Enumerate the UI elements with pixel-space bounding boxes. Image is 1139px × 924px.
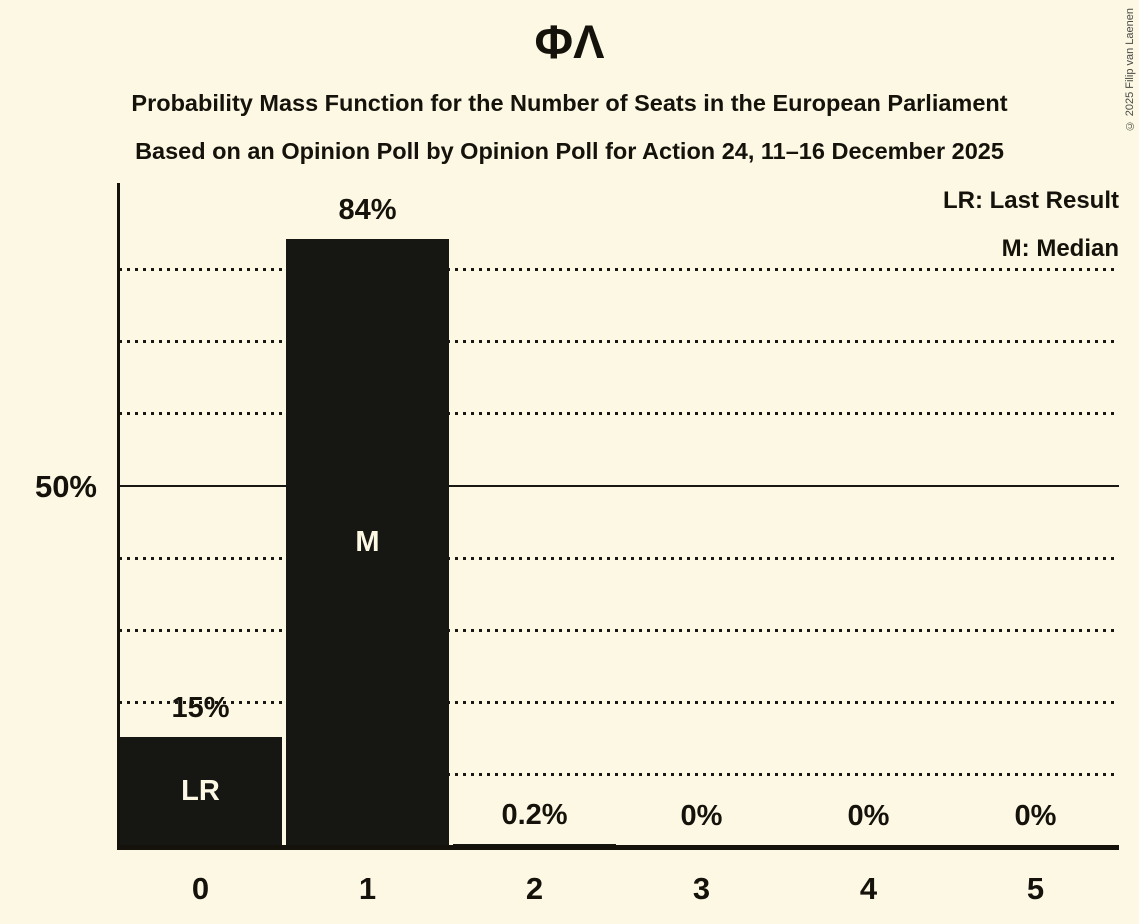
bar (119, 736, 282, 845)
bar-value-label: 0.2% (501, 798, 568, 831)
bar-value-label: 84% (338, 194, 397, 227)
bar-marker-label: LR (181, 774, 220, 807)
chart-subtitle-line2: Based on an Opinion Poll by Opinion Poll… (135, 138, 1004, 164)
legend-item-last-result: LR: Last Result (942, 187, 1119, 214)
plot-area: 15% LR 0 84% M 1 0.2% 2 0% 3 0% 4 (117, 183, 1119, 906)
gridline-80pct (119, 268, 1119, 271)
gridline-20pct (119, 701, 1119, 704)
x-axis-label: 1 (358, 871, 377, 906)
x-axis-label: 0 (191, 871, 210, 906)
bar-column-seats-2: 0.2% 2 (451, 183, 618, 906)
bar (453, 843, 616, 845)
bar-value-label: 0% (1014, 800, 1057, 832)
legend: LR: Last Result M: Median (943, 177, 1119, 273)
bar-column-seats-3: 0% 3 (618, 183, 785, 906)
bar-column-seats-0: 15% LR 0 (117, 183, 284, 906)
x-axis-label: 3 (692, 871, 711, 906)
bar-marker-label: M (355, 526, 380, 559)
gridline-30pct (119, 629, 1119, 632)
x-axis-label: 4 (859, 871, 878, 906)
bar-column-seats-4: 0% 4 (785, 183, 952, 906)
legend-item-median: M: Median (1001, 235, 1119, 262)
x-axis-label: 2 (525, 871, 544, 906)
gridline-40pct (119, 557, 1119, 560)
bar-column-seats-5: 0% 5 (952, 183, 1119, 906)
x-axis-label: 5 (1026, 871, 1045, 906)
gridline-70pct (119, 340, 1119, 343)
bar (286, 239, 449, 845)
y-axis-line (117, 183, 120, 850)
chart-subtitle-line1: Probability Mass Function for the Number… (131, 90, 1008, 116)
chart-title: ΦΛ (534, 15, 605, 68)
gridline-60pct (119, 412, 1119, 415)
bar-value-label: 0% (680, 800, 723, 832)
gridline-10pct (119, 773, 1119, 776)
bar-column-seats-1: 84% M 1 (284, 183, 451, 906)
x-axis-line (117, 845, 1119, 850)
gridline-50pct-solid (119, 484, 1119, 487)
bar-value-label: 15% (171, 691, 230, 724)
y-axis-tick-label: 50% (34, 469, 97, 504)
bar-value-label: 0% (847, 800, 890, 832)
